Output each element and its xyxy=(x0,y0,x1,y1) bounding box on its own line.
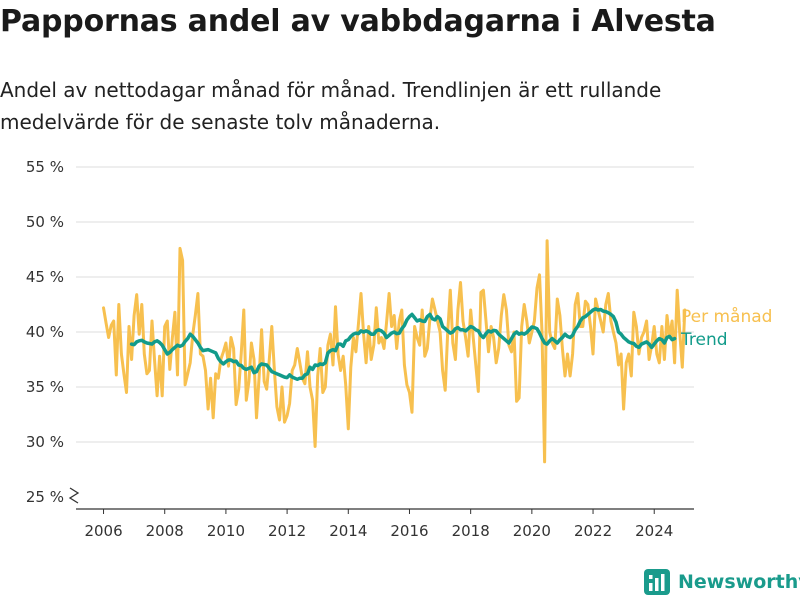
legend-label-trend: Trend xyxy=(680,330,728,350)
y-tick-label: 30 % xyxy=(26,433,64,451)
y-tick-label: 35 % xyxy=(26,378,64,396)
series-line-trend xyxy=(129,307,677,382)
y-tick-label: 25 % xyxy=(26,488,64,506)
x-tick-label: 2014 xyxy=(329,522,367,540)
axes: 25 % 30 % 35 % 40 % 45 % 50 % 55 % 2006 2008 2010… xyxy=(26,158,694,540)
axis-break-icon xyxy=(68,487,80,504)
x-tick-label: 2010 xyxy=(207,522,245,540)
gridlines xyxy=(76,166,694,443)
legend-label-per-manad: Per månad xyxy=(681,306,772,327)
page-title: Pappornas andel av vabbdagarna i Alvesta xyxy=(0,4,716,39)
y-tick-label: 45 % xyxy=(26,268,64,286)
y-tick-label: 40 % xyxy=(26,323,64,341)
chart-subtitle: Andel av nettodagar månad för månad. Tre… xyxy=(0,78,662,134)
y-tick-label: 50 % xyxy=(26,213,64,231)
x-tick-label: 2024 xyxy=(635,522,673,540)
brand-logo[interactable]: Newsworthy xyxy=(644,569,800,595)
y-tick-label: 55 % xyxy=(26,158,64,176)
x-tick-label: 2012 xyxy=(268,522,306,540)
x-tick-label: 2006 xyxy=(84,522,122,540)
brand-name: Newsworthy xyxy=(678,571,800,593)
series-lines xyxy=(102,239,687,464)
x-tick-label: 2022 xyxy=(574,522,612,540)
x-tick-label: 2008 xyxy=(146,522,184,540)
series-line-per-manad xyxy=(102,239,687,464)
legend: Per månad Trend xyxy=(680,306,772,350)
bar-chart-logo-icon xyxy=(644,569,670,595)
x-tick-label: 2020 xyxy=(513,522,551,540)
x-tick-label: 2016 xyxy=(390,522,428,540)
x-tick-label: 2018 xyxy=(452,522,490,540)
